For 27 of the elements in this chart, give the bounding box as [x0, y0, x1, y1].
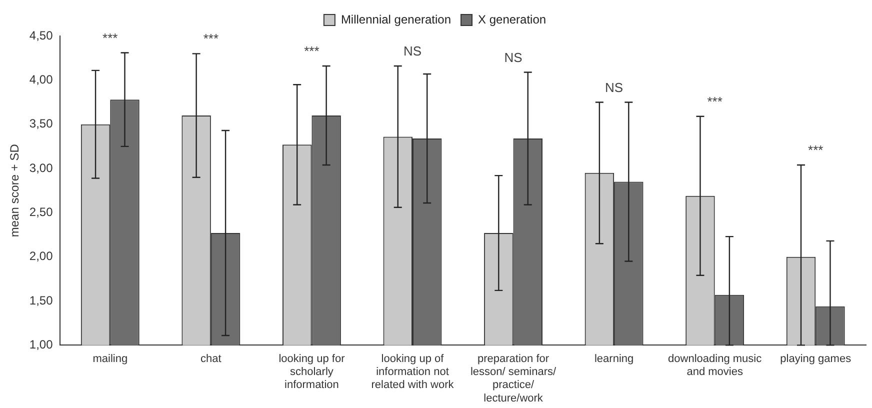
y-tick-label: 2,50 [29, 205, 54, 219]
y-axis-title: mean score + SD [8, 144, 22, 238]
y-tick-label: 3,00 [29, 160, 54, 175]
x-tick-label: playing games [780, 352, 852, 365]
x-tick-label: looking up of information not related with work [371, 352, 454, 392]
y-tick-label: 2,00 [29, 249, 54, 264]
annotation: NS [605, 80, 624, 95]
annotation: NS [504, 50, 523, 65]
y-tick-label: 3,50 [29, 116, 54, 131]
y-tick-label: 1,50 [29, 293, 54, 308]
x-tick-label: mailing [92, 352, 128, 365]
annotation: *** [808, 142, 824, 158]
x-tick-label: looking up for scholarly information [278, 352, 346, 392]
y-tick-label: 4,00 [29, 72, 54, 86]
x-tick-label: learning [594, 352, 634, 365]
x-tick-label: downloading music and movies [668, 352, 762, 378]
annotation: *** [203, 31, 219, 46]
annotation: *** [304, 44, 320, 59]
legend-label: X generation [478, 12, 546, 26]
x-tick-label: preparation for lesson/ seminars/ practice/ lecture/work [470, 352, 558, 404]
annotation: NS [403, 44, 422, 59]
annotation: *** [707, 94, 722, 109]
y-tick-label: 1,00 [29, 338, 54, 352]
annotation: *** [102, 30, 118, 46]
legend-label: Millennial generation [340, 12, 452, 26]
y-tick-label: 4,50 [29, 28, 54, 42]
x-tick-label: chat [200, 352, 222, 365]
